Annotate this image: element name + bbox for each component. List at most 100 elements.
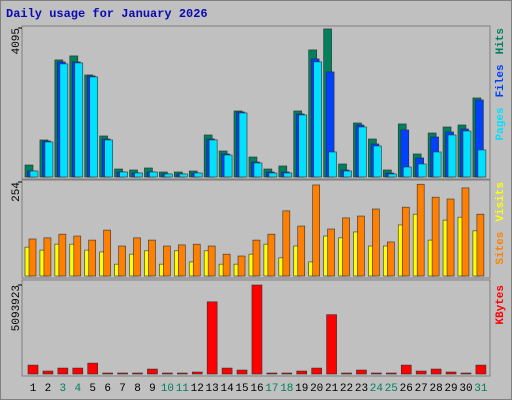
- x-tick-label: 6: [104, 383, 111, 395]
- bar: [57, 367, 69, 375]
- x-tick-label: 8: [134, 383, 141, 395]
- bar: [430, 368, 442, 375]
- bar: [221, 367, 233, 375]
- x-tick-label: 11: [176, 383, 190, 395]
- bar: [207, 245, 216, 277]
- bar: [266, 372, 278, 375]
- x-tick-label: 1: [30, 383, 37, 395]
- bar: [460, 372, 472, 375]
- bar: [358, 126, 367, 178]
- bar: [251, 284, 263, 375]
- x-tick-label: 28: [430, 383, 443, 395]
- bar: [267, 233, 276, 277]
- bar: [44, 141, 54, 178]
- bar: [104, 139, 113, 178]
- bar: [446, 198, 455, 277]
- bar: [223, 154, 233, 178]
- bar: [326, 314, 337, 375]
- bar: [192, 243, 201, 277]
- legend-entry: Pages: [495, 107, 507, 140]
- x-tick-label: 27: [415, 383, 428, 395]
- bar: [133, 237, 141, 277]
- x-tick-label: 7: [119, 383, 126, 395]
- bar: [415, 370, 427, 375]
- bar: [162, 372, 173, 375]
- bar: [447, 134, 457, 178]
- bar: [179, 173, 188, 178]
- bar: [298, 114, 308, 178]
- bar: [400, 364, 412, 375]
- bar: [191, 371, 203, 375]
- bar: [119, 171, 128, 178]
- x-tick-label: 14: [220, 383, 234, 395]
- bar: [462, 130, 472, 178]
- legend: Pages Files Hits: [495, 28, 507, 140]
- legend-entry: Files: [495, 64, 507, 97]
- bar: [103, 229, 111, 277]
- bar: [461, 187, 470, 277]
- bar: [193, 172, 203, 178]
- x-tick-label: 31: [474, 383, 488, 395]
- bar: [311, 367, 322, 375]
- bar: [222, 253, 231, 277]
- legend: Sites Visits: [495, 182, 507, 265]
- legend-entry: KBytes: [495, 285, 507, 325]
- bar: [148, 239, 156, 277]
- bar: [253, 162, 263, 178]
- bar: [238, 112, 248, 178]
- bar: [313, 61, 322, 178]
- bar: [177, 372, 188, 375]
- bar: [328, 151, 337, 178]
- y-tick-label: 5093923: [11, 285, 23, 331]
- bar: [88, 239, 97, 277]
- bar: [401, 206, 410, 277]
- bar: [117, 372, 128, 375]
- bar: [356, 369, 367, 375]
- x-tick-label: 5: [89, 383, 96, 395]
- x-tick-label: 25: [385, 383, 398, 395]
- legend-entry: Visits: [495, 182, 507, 222]
- bar: [29, 170, 39, 178]
- bar: [387, 241, 395, 277]
- x-tick-label: 22: [340, 383, 353, 395]
- bar: [475, 364, 487, 375]
- bar: [445, 371, 457, 375]
- bar: [296, 370, 308, 375]
- x-tick-label: 24: [370, 383, 384, 395]
- bar: [371, 372, 382, 375]
- x-tick-label: 20: [310, 383, 323, 395]
- bar: [149, 171, 158, 178]
- bar: [43, 237, 52, 277]
- bar: [476, 213, 485, 277]
- bar: [297, 225, 306, 277]
- x-tick-label: 16: [250, 383, 263, 395]
- bar: [432, 151, 442, 178]
- bar: [281, 372, 293, 375]
- bar: [327, 228, 335, 277]
- bar: [372, 208, 380, 277]
- x-tick-label: 19: [295, 383, 308, 395]
- y-tick-label: 4095: [11, 28, 23, 54]
- bar: [343, 170, 352, 178]
- bar: [236, 369, 248, 375]
- bar: [237, 255, 246, 277]
- bar: [132, 372, 143, 375]
- bar: [42, 370, 54, 375]
- bar: [27, 364, 39, 375]
- legend-entry: Hits: [495, 28, 507, 54]
- x-tick-label: 2: [45, 383, 52, 395]
- bar: [58, 233, 67, 277]
- bar: [89, 76, 99, 178]
- bar: [268, 172, 278, 178]
- bar: [118, 245, 126, 277]
- bar: [178, 244, 186, 277]
- bar: [477, 149, 487, 178]
- x-tick-label: 18: [280, 383, 293, 395]
- x-tick-label: 23: [355, 383, 368, 395]
- bar: [87, 362, 99, 375]
- y-tick-label: 254: [11, 182, 23, 202]
- x-tick-label: 30: [459, 383, 472, 395]
- bar: [388, 173, 397, 178]
- bar: [417, 163, 427, 178]
